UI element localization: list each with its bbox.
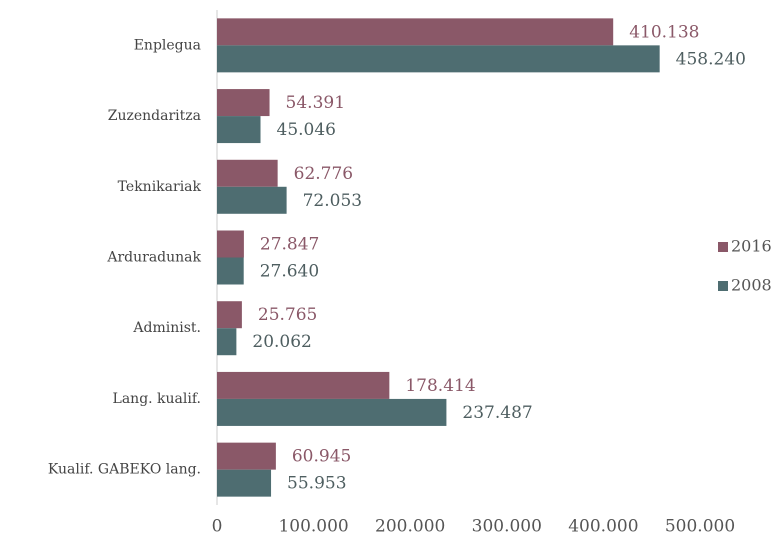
value-label: 178.414 — [405, 376, 475, 396]
x-tick-label: 200.000 — [375, 517, 445, 537]
value-label: 27.640 — [260, 262, 319, 282]
bar — [217, 18, 614, 46]
value-label: 458.240 — [676, 49, 746, 69]
x-tick-label: 100.000 — [278, 517, 348, 537]
value-label: 72.053 — [303, 191, 362, 211]
x-tick-label: 300.000 — [472, 517, 542, 537]
category-label: Arduradunak — [106, 250, 201, 266]
value-label: 60.945 — [292, 447, 351, 467]
value-label: 410.138 — [629, 22, 699, 42]
bar — [217, 116, 261, 144]
value-label: 62.776 — [294, 164, 353, 184]
value-label: 45.046 — [277, 120, 336, 140]
legend-label: 2016 — [731, 237, 772, 256]
value-label: 55.953 — [287, 474, 346, 494]
x-tick-label: 400.000 — [568, 517, 638, 537]
legend-label: 2008 — [731, 276, 772, 295]
bar — [217, 328, 237, 356]
bar — [217, 230, 244, 258]
value-label: 20.062 — [252, 332, 311, 352]
value-label: 237.487 — [462, 403, 532, 423]
value-label: 27.847 — [260, 235, 319, 255]
category-label: Teknikariak — [118, 179, 202, 195]
bar — [217, 186, 287, 214]
x-tick-label: 0 — [212, 517, 223, 537]
category-label: Kualif. GABEKO lang. — [48, 462, 201, 478]
category-label: Lang. kualif. — [113, 391, 201, 407]
bar — [217, 159, 278, 187]
category-label: Enplegua — [134, 37, 201, 53]
legend-swatch — [718, 281, 728, 291]
bar — [217, 89, 270, 117]
bar — [217, 371, 390, 399]
value-label: 25.765 — [258, 305, 317, 325]
x-tick-label: 500.000 — [665, 517, 735, 537]
bar — [217, 45, 660, 73]
bar — [217, 442, 276, 470]
category-label: Administ. — [132, 320, 201, 336]
bar — [217, 301, 242, 329]
category-label: Zuzendaritza — [108, 108, 201, 124]
bar — [217, 257, 244, 285]
legend-swatch — [718, 242, 728, 252]
value-label: 54.391 — [286, 93, 345, 113]
bar — [217, 398, 447, 426]
bar — [217, 469, 272, 497]
